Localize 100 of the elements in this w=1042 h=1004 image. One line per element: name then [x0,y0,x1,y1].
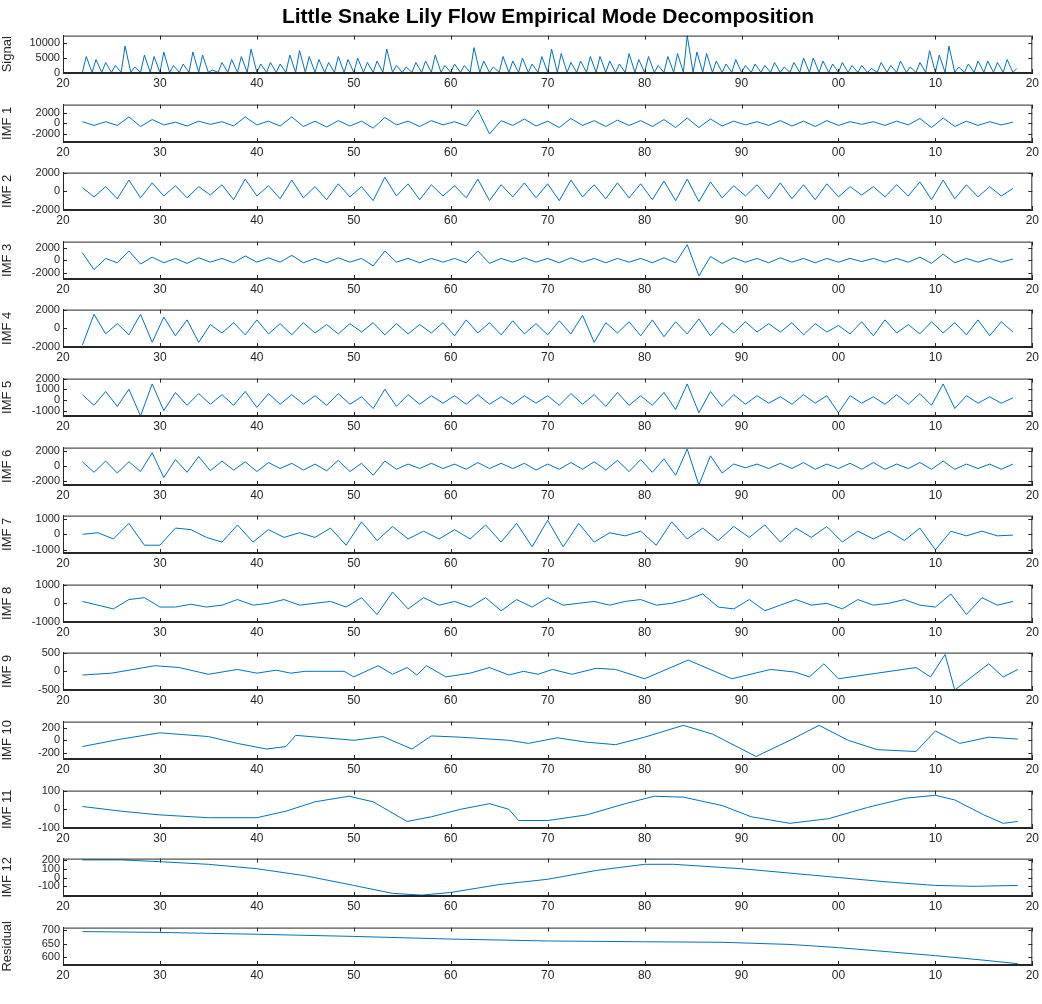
x-tick-label: 80 [637,692,652,707]
x-tick-label: 90 [734,692,749,707]
x-tick-label: 80 [637,624,652,639]
x-tick-label: 20 [1025,281,1040,296]
x-tick-label: 20 [1025,555,1040,570]
x-tick-label: 90 [734,898,749,913]
y-tick-label: -2000 [31,473,60,486]
x-tick-label: 70 [540,75,555,90]
x-tick-label: 70 [540,487,555,502]
y-axis-title: IMF 12 [0,857,15,898]
x-tick-label: 20 [56,761,70,776]
y-axis-title: IMF 4 [0,312,15,346]
x-tick-label: 90 [734,144,749,159]
y-tick-label: 2000 [35,303,60,316]
y-axis-title: IMF 2 [0,174,15,209]
x-tick-label: 30 [153,830,167,845]
y-tick-label: -100 [37,879,60,892]
x-tick-label: 00 [831,487,846,502]
x-tick-label: 20 [1025,692,1040,707]
x-tick-label: 00 [831,281,846,296]
x-tick-label: 60 [444,144,458,159]
x-tick-label: 10 [928,761,943,776]
x-tick-label: 50 [347,898,361,913]
x-tick-label: 50 [347,281,361,296]
x-tick-label: 80 [637,761,652,776]
x-tick-label: 60 [444,898,458,913]
x-tick-label: 90 [734,967,749,982]
x-tick-label: 10 [928,692,943,707]
x-tick-label: 60 [444,692,458,707]
x-tick-label: 80 [637,487,652,502]
x-tick-label: 20 [1025,75,1040,90]
x-tick-label: 60 [444,75,458,90]
x-tick-label: 90 [734,281,749,296]
x-tick-label: 60 [444,967,458,982]
x-tick-label: 00 [831,830,846,845]
x-tick-label: 20 [56,967,70,982]
x-tick-label: 50 [347,487,361,502]
x-tick-label: 30 [153,281,167,296]
x-tick-label: 00 [831,555,846,570]
x-tick-label: 30 [153,761,167,776]
x-tick-label: 20 [1025,418,1040,433]
y-tick-label: 0 [53,664,60,677]
x-tick-label: 80 [637,898,652,913]
x-tick-label: 20 [56,624,70,639]
y-tick-label: 500 [41,646,60,659]
x-tick-label: 70 [540,761,555,776]
x-tick-label: 60 [444,281,458,296]
y-axis-title: IMF 11 [0,789,15,829]
y-tick-label: -1000 [31,614,60,627]
x-tick-label: 10 [928,212,943,227]
x-tick-label: 80 [637,418,652,433]
x-tick-label: 10 [928,898,943,913]
x-tick-label: 80 [637,555,652,570]
y-tick-label: 200 [41,720,60,733]
x-tick-label: 50 [347,144,361,159]
x-tick-label: 20 [1025,212,1040,227]
y-tick-label: 2000 [35,165,60,178]
x-tick-label: 60 [444,349,458,364]
y-axis-title: Residual [0,920,15,972]
x-tick-label: 50 [347,830,361,845]
y-axis-title: IMF 9 [0,655,15,689]
x-tick-label: 50 [347,418,361,433]
y-tick-label: 600 [41,949,60,962]
x-tick-label: 90 [734,830,749,845]
x-tick-label: 90 [734,349,749,364]
x-tick-label: 70 [540,624,555,639]
y-axis-title: IMF 8 [0,586,15,620]
x-tick-label: 00 [831,761,846,776]
x-tick-label: 00 [831,349,846,364]
x-tick-label: 30 [153,212,167,227]
x-tick-label: 40 [250,830,264,845]
x-tick-label: 20 [56,487,70,502]
x-tick-label: 10 [928,555,943,570]
x-tick-label: 20 [1025,967,1040,982]
x-tick-label: 30 [153,555,167,570]
x-tick-label: 60 [444,418,458,433]
y-tick-label: 0 [53,253,60,266]
x-tick-label: 80 [637,830,652,845]
x-tick-label: 20 [56,555,70,570]
x-tick-label: 40 [250,212,264,227]
x-tick-label: 30 [153,75,167,90]
x-tick-label: 90 [734,624,749,639]
x-tick-label: 50 [347,624,361,639]
x-tick-label: 00 [831,144,846,159]
y-tick-label: 2000 [35,443,60,456]
x-tick-label: 10 [928,830,943,845]
x-tick-label: 40 [250,349,264,364]
y-tick-label: 0 [53,801,60,814]
x-tick-label: 60 [444,212,458,227]
x-tick-label: 00 [831,212,846,227]
x-tick-label: 30 [153,692,167,707]
x-tick-label: 00 [831,75,846,90]
y-tick-label: -200 [37,745,60,758]
y-tick-label: 0 [53,458,60,471]
x-tick-label: 50 [347,555,361,570]
x-tick-label: 40 [250,898,264,913]
x-tick-label: 50 [347,349,361,364]
x-tick-label: 50 [347,75,361,90]
x-tick-label: 60 [444,830,458,845]
x-tick-label: 40 [250,418,264,433]
